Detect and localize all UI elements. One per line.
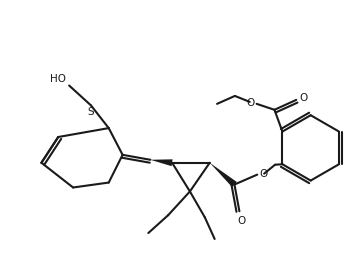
Text: S: S [88, 107, 94, 117]
Text: O: O [259, 169, 268, 179]
Text: O: O [247, 98, 255, 108]
Text: O: O [237, 216, 245, 226]
Text: HO: HO [50, 73, 66, 84]
Polygon shape [150, 159, 173, 166]
Polygon shape [210, 163, 237, 187]
Text: O: O [299, 93, 307, 103]
